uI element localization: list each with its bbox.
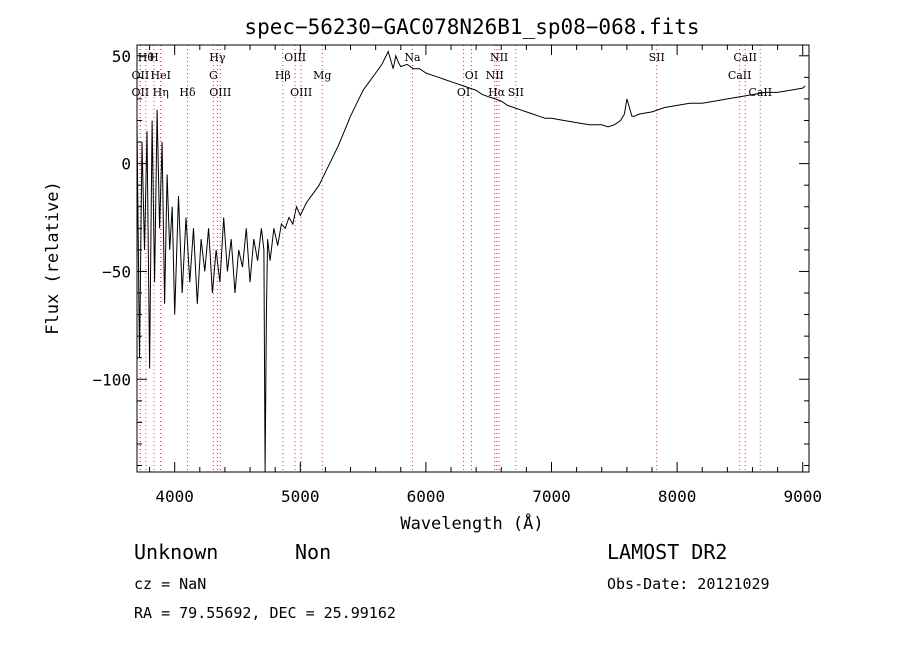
line-label: OIII	[284, 51, 306, 64]
line-label: Hγ	[209, 51, 226, 64]
object-subclass: Non	[295, 540, 332, 564]
x-tick-label: 6000	[407, 487, 446, 506]
line-label: Hβ	[275, 69, 291, 82]
line-label: OII	[132, 69, 150, 82]
y-axis-label: Flux (relative)	[43, 181, 63, 335]
x-tick-label: 5000	[281, 487, 320, 506]
line-label: CaII	[733, 51, 757, 64]
line-markers	[139, 45, 761, 472]
x-tick-label: 7000	[532, 487, 571, 506]
spectrum-series-line	[136, 50, 806, 473]
redshift-cz: cz = NaN	[134, 575, 207, 593]
x-axis-label: Wavelength (Å)	[400, 512, 543, 534]
observation-date: Obs-Date: 20121029	[607, 575, 770, 593]
line-label: NII	[486, 69, 504, 82]
survey-name: LAMOST DR2	[607, 540, 728, 564]
line-label: Hδ	[179, 86, 196, 99]
line-label: CaII	[728, 69, 752, 82]
object-class: Unknown	[134, 540, 219, 564]
y-tick-label: 50	[112, 47, 131, 66]
line-label: OIII	[290, 86, 312, 99]
line-label: OI	[457, 86, 470, 99]
line-label: Hη	[153, 86, 169, 99]
line-label: Mg	[313, 69, 331, 82]
line-label: Hθ	[138, 51, 155, 64]
plot-frame	[136, 44, 810, 473]
x-tick-label: 4000	[155, 487, 194, 506]
x-tick-label: 9000	[783, 487, 822, 506]
line-label: H	[149, 51, 159, 64]
line-label: Hα	[488, 86, 506, 99]
line-label: CaII	[748, 86, 772, 99]
line-label: OII	[132, 86, 150, 99]
y-tick-label: 0	[121, 155, 131, 174]
x-tick-label: 8000	[658, 487, 697, 506]
line-label: HeI	[151, 69, 171, 82]
line-label: OI	[465, 69, 478, 82]
line-label: Na	[404, 51, 421, 64]
y-tick-label: −50	[102, 262, 131, 281]
line-label: SII	[508, 86, 524, 99]
line-label: NII	[490, 51, 508, 64]
y-axis-ticks: 50 0 −50 −100	[92, 47, 809, 467]
x-axis-ticks: 4000 5000 6000 7000 8000 9000	[149, 45, 822, 506]
line-label: SII	[649, 51, 665, 64]
line-label: G	[209, 69, 218, 82]
y-tick-label: −100	[92, 370, 131, 389]
chart-title: spec−56230−GAC078N26B1_sp08−068.fits	[244, 15, 699, 39]
ra-dec: RA = 79.55692, DEC = 25.99162	[134, 604, 396, 622]
line-label: OIII	[209, 86, 231, 99]
